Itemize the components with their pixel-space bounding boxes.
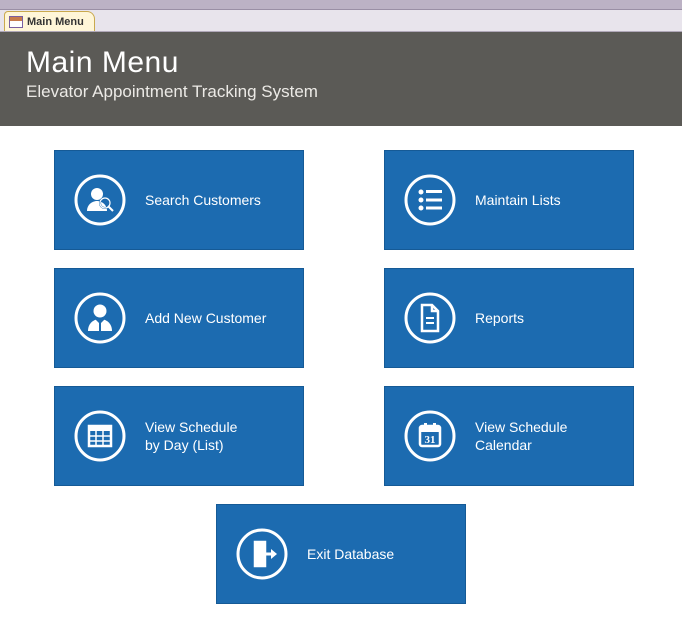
tile-grid: Search Customers Maintain Lists bbox=[54, 150, 628, 486]
person-search-icon bbox=[73, 173, 127, 227]
tile-label: View Schedule Calendar bbox=[475, 418, 567, 454]
page-title: Main Menu bbox=[26, 46, 656, 80]
tile-view-schedule-calendar[interactable]: 31 View Schedule Calendar bbox=[384, 386, 634, 486]
main-content: Search Customers Maintain Lists bbox=[0, 126, 682, 604]
tile-label: View Schedule by Day (List) bbox=[145, 418, 237, 454]
tile-label-line1: View Schedule bbox=[475, 419, 567, 435]
tile-reports[interactable]: Reports bbox=[384, 268, 634, 368]
tile-label-line2: Calendar bbox=[475, 437, 532, 453]
form-icon bbox=[9, 16, 23, 28]
list-icon bbox=[403, 173, 457, 227]
exit-row: Exit Database bbox=[54, 504, 628, 604]
tile-label-line1: View Schedule bbox=[145, 419, 237, 435]
tab-main-menu[interactable]: Main Menu bbox=[4, 11, 95, 31]
window-topbar bbox=[0, 0, 682, 10]
svg-text:31: 31 bbox=[425, 434, 436, 446]
page-subtitle: Elevator Appointment Tracking System bbox=[26, 82, 656, 102]
tile-view-schedule-list[interactable]: View Schedule by Day (List) bbox=[54, 386, 304, 486]
tile-label: Search Customers bbox=[145, 191, 261, 209]
tile-exit-database[interactable]: Exit Database bbox=[216, 504, 466, 604]
tab-label: Main Menu bbox=[27, 16, 84, 28]
exit-icon bbox=[235, 527, 289, 581]
calendar-day-icon: 31 bbox=[403, 409, 457, 463]
document-icon bbox=[403, 291, 457, 345]
person-icon bbox=[73, 291, 127, 345]
tab-strip: Main Menu bbox=[0, 10, 682, 32]
tile-label: Reports bbox=[475, 309, 524, 327]
tile-label: Exit Database bbox=[307, 545, 394, 563]
tile-maintain-lists[interactable]: Maintain Lists bbox=[384, 150, 634, 250]
calendar-grid-icon bbox=[73, 409, 127, 463]
tile-label: Maintain Lists bbox=[475, 191, 561, 209]
tile-label: Add New Customer bbox=[145, 309, 266, 327]
page-header: Main Menu Elevator Appointment Tracking … bbox=[0, 32, 682, 126]
tile-label-line2: by Day (List) bbox=[145, 437, 224, 453]
tile-add-customer[interactable]: Add New Customer bbox=[54, 268, 304, 368]
tile-search-customers[interactable]: Search Customers bbox=[54, 150, 304, 250]
